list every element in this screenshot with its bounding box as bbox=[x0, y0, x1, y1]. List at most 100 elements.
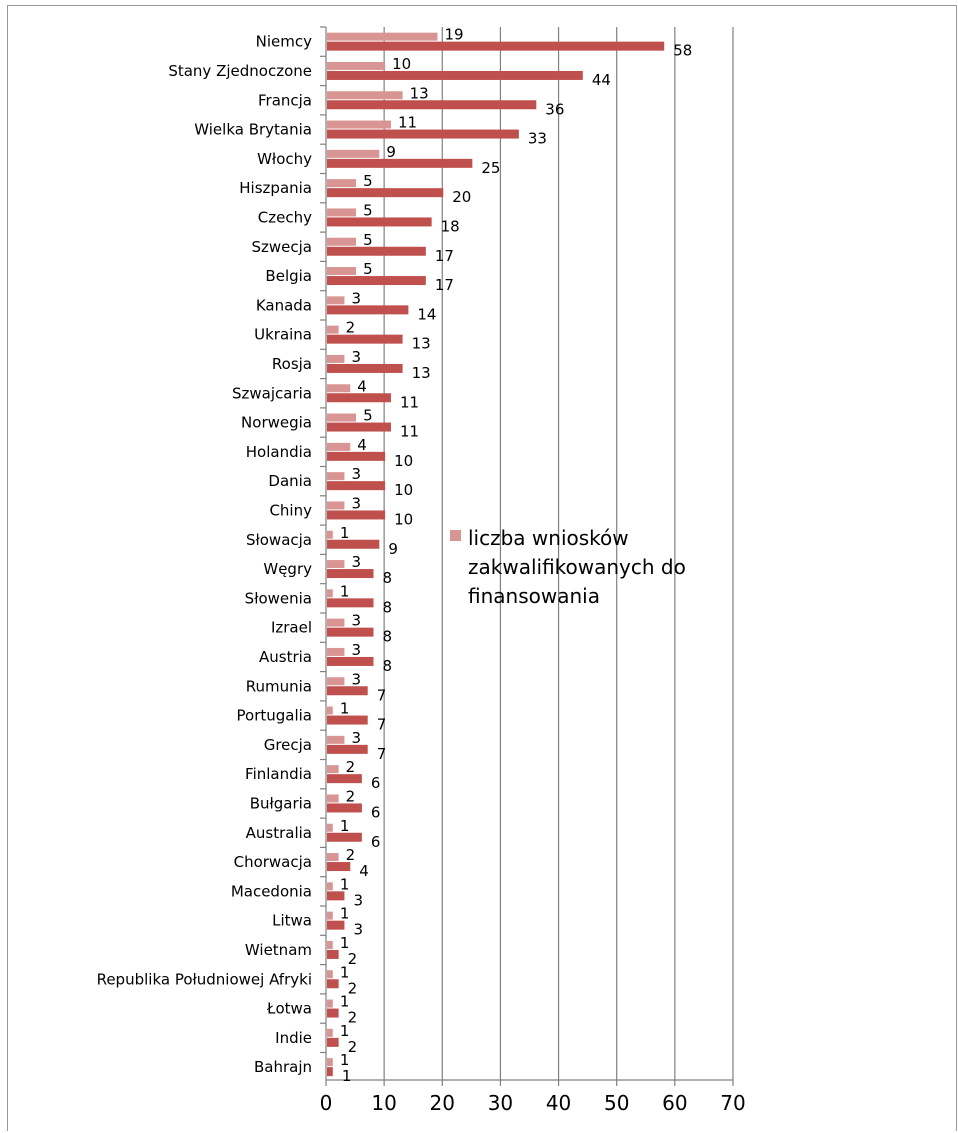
category-label: Austria bbox=[259, 648, 312, 666]
data-label-series-1: 3 bbox=[351, 670, 361, 688]
data-label-series-1: 5 bbox=[363, 231, 373, 249]
data-label-series-2: 13 bbox=[412, 335, 431, 353]
category-label: Rosja bbox=[272, 355, 312, 373]
data-label-series-1: 1 bbox=[340, 1022, 350, 1040]
category-label: Francja bbox=[258, 91, 312, 109]
data-label-series-2: 11 bbox=[400, 393, 419, 411]
category-label: Belgia bbox=[265, 267, 312, 285]
bar-series-2 bbox=[327, 832, 362, 842]
bar-series-1 bbox=[327, 384, 351, 393]
bar-series-1 bbox=[327, 208, 357, 217]
bar-series-2 bbox=[327, 70, 583, 80]
bar-series-2 bbox=[327, 217, 432, 227]
data-label-series-2: 2 bbox=[348, 1038, 358, 1056]
bar-series-2 bbox=[327, 920, 345, 930]
data-label-series-2: 10 bbox=[394, 510, 413, 528]
bar-series-2 bbox=[327, 510, 386, 520]
bar-series-2 bbox=[327, 276, 426, 286]
data-label-series-1: 5 bbox=[363, 407, 373, 425]
category-label: Słowacja bbox=[246, 531, 312, 549]
category-label: Chorwacja bbox=[234, 853, 312, 871]
data-label-series-1: 1 bbox=[340, 905, 350, 923]
bar-series-2 bbox=[327, 100, 537, 110]
bar-series-1 bbox=[327, 940, 333, 949]
data-label-series-1: 1 bbox=[340, 963, 350, 981]
data-label-series-2: 17 bbox=[435, 276, 454, 294]
data-label-series-1: 1 bbox=[340, 1051, 350, 1069]
category-label: Litwa bbox=[272, 912, 312, 930]
bar-series-1 bbox=[327, 413, 357, 422]
bar-series-2 bbox=[327, 569, 374, 579]
category-label: Izrael bbox=[271, 619, 312, 637]
category-label: Portugalia bbox=[237, 707, 312, 725]
data-label-series-2: 44 bbox=[592, 71, 611, 89]
bar-series-2 bbox=[327, 539, 380, 549]
data-label-series-2: 3 bbox=[353, 921, 363, 939]
bar-series-2 bbox=[327, 715, 368, 725]
bar-series-2 bbox=[327, 1037, 339, 1047]
bar-series-1 bbox=[327, 1028, 333, 1037]
bar-series-1 bbox=[327, 618, 345, 627]
category-label: Indie bbox=[275, 1029, 312, 1047]
bar-series-1 bbox=[327, 765, 339, 774]
category-label: Niemcy bbox=[256, 33, 312, 51]
category-label: Bahrajn bbox=[254, 1058, 312, 1076]
data-label-series-1: 2 bbox=[346, 846, 356, 864]
data-label-series-1: 3 bbox=[351, 612, 361, 630]
bar-series-1 bbox=[327, 677, 345, 686]
data-label-series-1: 3 bbox=[351, 465, 361, 483]
data-label-series-1: 3 bbox=[351, 729, 361, 747]
category-label: Holandia bbox=[246, 443, 312, 461]
bar-series-1 bbox=[327, 61, 386, 70]
bar-series-1 bbox=[327, 735, 345, 744]
data-label-series-1: 2 bbox=[346, 319, 356, 337]
category-label: Finlandia bbox=[245, 765, 312, 783]
legend-label: finansowania bbox=[468, 584, 600, 608]
data-label-series-1: 4 bbox=[357, 377, 367, 395]
category-label: Norwegia bbox=[241, 414, 312, 432]
data-label-series-2: 7 bbox=[377, 686, 387, 704]
x-tick-label: 10 bbox=[371, 1091, 396, 1115]
category-label: Czechy bbox=[258, 208, 312, 226]
bar-series-1 bbox=[327, 501, 345, 510]
bar-series-1 bbox=[327, 530, 333, 539]
category-label: Węgry bbox=[263, 560, 312, 578]
bar-series-2 bbox=[327, 744, 368, 754]
x-tick-label: 30 bbox=[488, 1091, 513, 1115]
data-label-series-2: 2 bbox=[348, 979, 358, 997]
data-label-series-2: 1 bbox=[342, 1067, 352, 1085]
data-label-series-1: 1 bbox=[340, 700, 350, 718]
data-label-series-2: 4 bbox=[359, 862, 369, 880]
legend-swatch bbox=[450, 530, 461, 541]
bar-series-2 bbox=[327, 188, 444, 198]
category-label: Kanada bbox=[256, 296, 312, 314]
data-label-series-2: 8 bbox=[383, 598, 393, 616]
data-label-series-2: 2 bbox=[348, 1009, 358, 1027]
legend-label: liczba wniosków bbox=[468, 526, 629, 550]
data-label-series-2: 8 bbox=[383, 569, 393, 587]
category-label: Wielka Brytania bbox=[194, 121, 312, 139]
data-label-series-2: 18 bbox=[441, 217, 460, 235]
data-label-series-2: 9 bbox=[388, 540, 398, 558]
category-label: Łotwa bbox=[266, 1000, 312, 1018]
data-label-series-2: 10 bbox=[394, 452, 413, 470]
category-label: Republika Południowej Afryki bbox=[97, 970, 312, 988]
bar-series-1 bbox=[327, 999, 333, 1008]
category-label: Wietnam bbox=[245, 941, 312, 959]
data-label-series-1: 5 bbox=[363, 201, 373, 219]
bar-series-1 bbox=[327, 970, 333, 979]
category-label: Stany Zjednoczone bbox=[168, 62, 312, 80]
category-label: Hiszpania bbox=[239, 179, 312, 197]
bar-series-2 bbox=[327, 393, 391, 403]
data-label-series-1: 1 bbox=[340, 934, 350, 952]
data-label-series-1: 4 bbox=[357, 436, 367, 454]
data-label-series-1: 19 bbox=[444, 26, 463, 44]
bar-series-2 bbox=[327, 158, 473, 168]
category-label: Dania bbox=[268, 472, 312, 490]
bar-series-2 bbox=[327, 949, 339, 959]
data-label-series-2: 7 bbox=[377, 716, 387, 734]
bar-series-1 bbox=[327, 911, 333, 920]
bar-series-1 bbox=[327, 442, 351, 451]
bar-series-1 bbox=[327, 882, 333, 891]
